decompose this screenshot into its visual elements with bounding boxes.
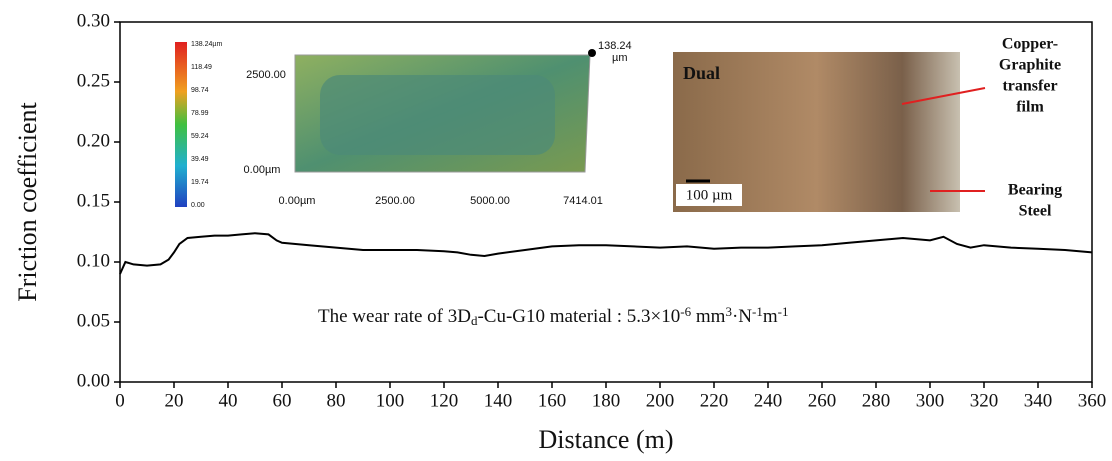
y-tick-label: 0.10: [77, 250, 110, 271]
colorbar-label: 118.49: [191, 64, 212, 71]
colorbar-label: 78.99: [191, 110, 209, 117]
annotation-text: -Cu-G10 material : 5.3×10: [477, 306, 680, 327]
x-tick-label: 60: [273, 390, 292, 411]
micrograph-title: Dual: [683, 63, 720, 83]
film-label: transfer: [1002, 78, 1057, 95]
x-tick-label: 320: [970, 390, 999, 411]
y-tick-label: 0.20: [77, 130, 110, 151]
film-label: Graphite: [999, 57, 1061, 74]
steel-label: Steel: [1019, 203, 1052, 220]
topo-x-label: 0.00µm: [279, 195, 316, 207]
y-tick-label: 0.25: [77, 70, 110, 91]
film-label: Copper-: [1002, 36, 1058, 53]
x-tick-label: 360: [1078, 390, 1107, 411]
x-tick-label: 100: [376, 390, 405, 411]
annotation-sup: -1: [752, 304, 763, 319]
colorbar-labels: 138.24µm 118.49 98.74 78.99 59.24 39.49 19.74 0…: [191, 41, 222, 209]
x-tick-label: 240: [754, 390, 783, 411]
y-tick-label: 0.30: [77, 10, 110, 31]
x-tick-label: 280: [862, 390, 891, 411]
y-tick-label: 0.00: [77, 370, 110, 391]
annotation: The wear rate of 3Dd-Cu-G10 material : 5…: [318, 304, 788, 328]
x-tick-label: 120: [430, 390, 459, 411]
annotation-sup: -1: [778, 304, 789, 319]
annotation-sup: -6: [680, 304, 691, 319]
peak-label: µm: [612, 52, 628, 64]
x-tick-label: 220: [700, 390, 729, 411]
topo-y-label: 0.00µm: [244, 164, 281, 176]
topo-x-label: 2500.00: [375, 195, 415, 207]
topo-y-label: 2500.00: [246, 69, 286, 81]
x-tick-label: 340: [1024, 390, 1053, 411]
y-tick-label: 0.15: [77, 190, 110, 211]
x-tick-label: 300: [916, 390, 945, 411]
topo-x-label: 5000.00: [470, 195, 510, 207]
x-tick-label: 0: [115, 390, 125, 411]
x-tick-label: 200: [646, 390, 675, 411]
peak-marker: [588, 49, 596, 57]
x-tick-label: 160: [538, 390, 567, 411]
steel-label: Bearing: [1008, 182, 1062, 199]
annotation-text: mm: [691, 306, 726, 327]
chart: 138.24µm 118.49 98.74 78.99 59.24 39.49 19.74 0…: [0, 0, 1112, 461]
colorbar-label: 39.49: [191, 156, 209, 163]
topo-x-label: 7414.01: [563, 195, 603, 207]
y-tick-label: 0.05: [77, 310, 110, 331]
x-tick-label: 260: [808, 390, 837, 411]
x-tick-label: 80: [327, 390, 346, 411]
wear-track: [320, 75, 555, 155]
film-label: film: [1016, 99, 1044, 116]
x-tick-label: 20: [165, 390, 184, 411]
annotation-text: The wear rate of 3D: [318, 306, 471, 327]
x-axis-title: Distance (m): [538, 425, 673, 454]
scale-label: 100 µm: [686, 187, 733, 203]
peak-label: 138.24: [598, 40, 632, 52]
x-tick-label: 180: [592, 390, 621, 411]
x-tick-label: 40: [219, 390, 238, 411]
colorbar-label: 98.74: [191, 87, 209, 94]
colorbar: [175, 42, 187, 207]
y-axis-title: Friction coefficient: [13, 101, 42, 301]
colorbar-label: 19.74: [191, 179, 209, 186]
line: [120, 233, 1092, 274]
x-tick-label: 140: [484, 390, 513, 411]
colorbar-label: 59.24: [191, 133, 209, 140]
annotation-text: m: [763, 306, 778, 327]
annotation-text: ·N: [732, 306, 752, 327]
colorbar-label: 138.24µm: [191, 41, 222, 48]
colorbar-label: 0.00: [191, 202, 205, 209]
